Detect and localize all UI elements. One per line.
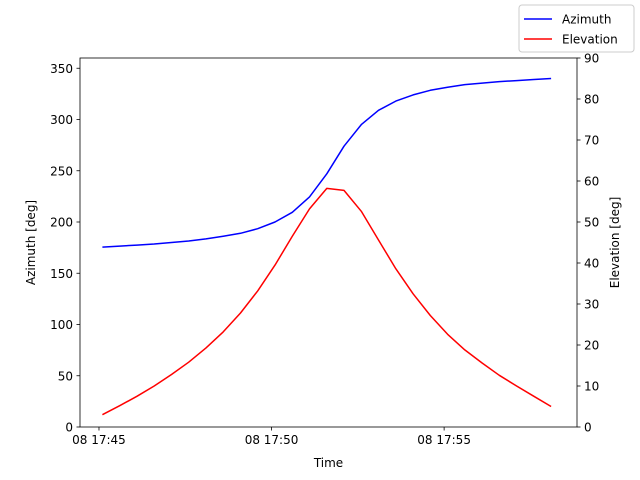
right-y-tick-label: 20 (584, 339, 599, 353)
left-y-tick-label: 0 (65, 421, 73, 435)
left-y-tick-label: 150 (50, 267, 73, 281)
right-y-tick-label: 90 (584, 52, 599, 66)
left-y-tick-label: 250 (50, 164, 73, 178)
left-y-tick-label: 300 (50, 113, 73, 127)
x-tick-label: 08 17:45 (72, 433, 126, 447)
series-line-azimuth (102, 77, 552, 248)
axis-labels: Time Azimuth [deg] Elevation [deg] (24, 197, 622, 470)
axes: 08 17:45 08 17:50 08 17:550501001502002503… (50, 52, 599, 448)
left-y-tick-label: 200 (50, 216, 73, 230)
right-y-tick-label: 50 (584, 216, 599, 230)
plot-frame (79, 57, 578, 428)
legend-label-azimuth: Azimuth (562, 13, 611, 27)
legend-box (518, 4, 635, 53)
right-y-tick-label: 80 (584, 93, 599, 107)
series-layer (102, 77, 552, 416)
right-y-tick-label: 0 (584, 421, 592, 435)
legend-label-elevation: Elevation (562, 33, 618, 47)
right-y-tick-label: 30 (584, 298, 599, 312)
left-y-axis-label: Azimuth [deg] (24, 200, 38, 285)
legend: Azimuth Elevation (518, 4, 635, 53)
left-y-tick-label: 350 (50, 62, 73, 76)
x-axis-label: Time (313, 456, 343, 470)
x-tick-label: 08 17:50 (245, 433, 299, 447)
right-y-tick-label: 70 (584, 134, 599, 148)
left-y-tick-label: 50 (58, 369, 73, 383)
right-y-tick-label: 10 (584, 380, 599, 394)
left-y-tick-label: 100 (50, 318, 73, 332)
right-y-tick-label: 40 (584, 257, 599, 271)
series-line-elevation (102, 187, 552, 416)
right-y-axis-label: Elevation [deg] (608, 197, 622, 289)
right-y-tick-label: 60 (584, 175, 599, 189)
x-tick-label: 08 17:55 (417, 433, 471, 447)
